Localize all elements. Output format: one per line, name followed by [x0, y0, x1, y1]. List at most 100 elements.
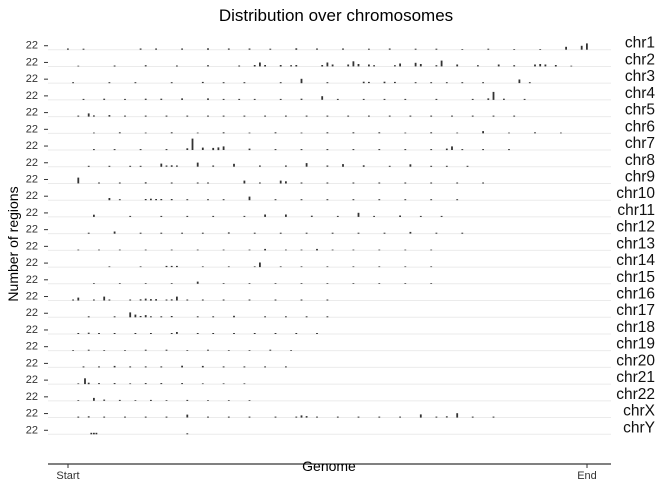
bar-chr1 [580, 45, 583, 50]
strip-label-chr13: chr13 [616, 235, 655, 252]
strip-label-chr3: chr3 [625, 68, 655, 85]
bar-chr4 [492, 91, 495, 100]
bar-chr16 [274, 299, 277, 301]
bar-chr13 [264, 248, 266, 251]
bar-chr6 [404, 132, 407, 134]
bar-chr5 [87, 113, 90, 117]
panel-chr19: 22 chr19 [26, 336, 655, 353]
bar-chr8 [362, 165, 365, 167]
y-tick-label: 22 [26, 324, 38, 336]
bar-chr4 [383, 98, 386, 100]
bar-chr13 [144, 249, 147, 251]
bar-chr18 [253, 333, 256, 334]
bar-chr17 [305, 316, 308, 318]
bar-chr18 [316, 333, 318, 334]
bar-chr14 [139, 266, 142, 268]
bar-chr2 [513, 65, 516, 67]
chart-title: Distribution over chromosomes [219, 6, 453, 25]
bar-chr11 [399, 215, 401, 217]
bar-chr1 [342, 48, 344, 50]
bar-chr8 [409, 164, 412, 167]
bar-chr18 [212, 333, 215, 334]
bar-chr6 [118, 132, 121, 134]
bar-chr22 [248, 400, 251, 401]
bar-chrX [295, 416, 298, 418]
bar-chr3 [326, 82, 329, 84]
bar-chr11 [264, 214, 266, 217]
bar-chr10 [352, 199, 355, 201]
bar-chr15 [378, 283, 381, 284]
bar-chr3 [134, 82, 137, 84]
y-tick-label: 22 [26, 224, 38, 236]
bar-chr12 [139, 232, 142, 234]
bar-chr14 [108, 266, 111, 268]
bar-chr10 [248, 196, 251, 201]
bar-chr7 [248, 148, 251, 151]
bar-chr4 [222, 98, 225, 100]
bar-chr7 [222, 146, 225, 150]
bar-chr21 [181, 383, 183, 385]
bar-chr19 [207, 349, 209, 351]
y-tick-label: 22 [26, 257, 38, 269]
y-tick-label: 22 [26, 173, 38, 185]
bar-chr13 [285, 249, 287, 251]
bar-chr3 [170, 82, 173, 84]
bar-chr1 [67, 48, 69, 50]
bar-chr4 [300, 98, 303, 100]
bar-chrX [336, 416, 339, 418]
bar-chr2 [326, 62, 329, 67]
bar-chrY [90, 432, 93, 435]
bar-chr21 [87, 382, 90, 385]
bar-chr3 [108, 82, 111, 84]
bar-chr13 [404, 249, 407, 251]
bar-chr18 [196, 333, 199, 334]
bar-chr4 [523, 98, 526, 100]
bar-chrX [186, 414, 189, 418]
bar-chr6 [430, 132, 433, 134]
bar-chr2 [539, 64, 542, 67]
bar-chr2 [279, 65, 282, 67]
bar-chrX [419, 414, 422, 418]
bar-chrX [492, 416, 495, 418]
y-tick-label: 22 [26, 107, 38, 119]
bar-chr2 [440, 60, 443, 67]
bar-chr14 [300, 266, 303, 268]
bar-chr7 [93, 149, 95, 151]
bar-chrX [124, 416, 126, 418]
bar-chr19 [103, 350, 106, 351]
bar-chr15 [352, 283, 355, 284]
panel-chr18: 22 chr18 [26, 319, 655, 336]
bar-chr2 [238, 65, 241, 67]
panel-chr20: 22 chr20 [26, 352, 656, 369]
strip-label-chr10: chr10 [616, 185, 655, 202]
bar-chr16 [170, 299, 173, 301]
x-tick-start-label: Start [56, 470, 79, 480]
bar-chr19 [144, 349, 147, 351]
strip-label-chr1: chr1 [625, 35, 655, 52]
bar-chr6 [170, 132, 173, 134]
bar-chr4 [144, 98, 147, 100]
bar-chr7 [430, 149, 433, 151]
panel-chr2: 22 chr2 [26, 51, 655, 68]
y-tick-label: 22 [26, 190, 38, 202]
bar-chr13 [352, 249, 355, 251]
bar-chr18 [134, 333, 137, 334]
bar-chr9 [378, 182, 381, 184]
bar-chrX [305, 416, 308, 418]
bar-chrX [316, 416, 318, 418]
y-tick-label: 22 [26, 140, 38, 152]
bar-chr20 [82, 366, 85, 368]
bar-chr11 [440, 215, 443, 217]
bar-chr10 [108, 198, 111, 201]
bar-chr4 [124, 98, 126, 100]
y-tick-label: 22 [26, 240, 38, 252]
bar-chr6 [326, 132, 329, 134]
bar-chr5 [409, 115, 412, 117]
bar-chr2 [207, 65, 209, 67]
bar-chr16 [222, 299, 225, 301]
bar-chr5 [471, 115, 474, 117]
y-tick-label: 22 [26, 357, 38, 369]
bar-chr5 [186, 115, 189, 117]
bar-chr3 [430, 82, 433, 84]
bar-chr5 [165, 115, 168, 117]
